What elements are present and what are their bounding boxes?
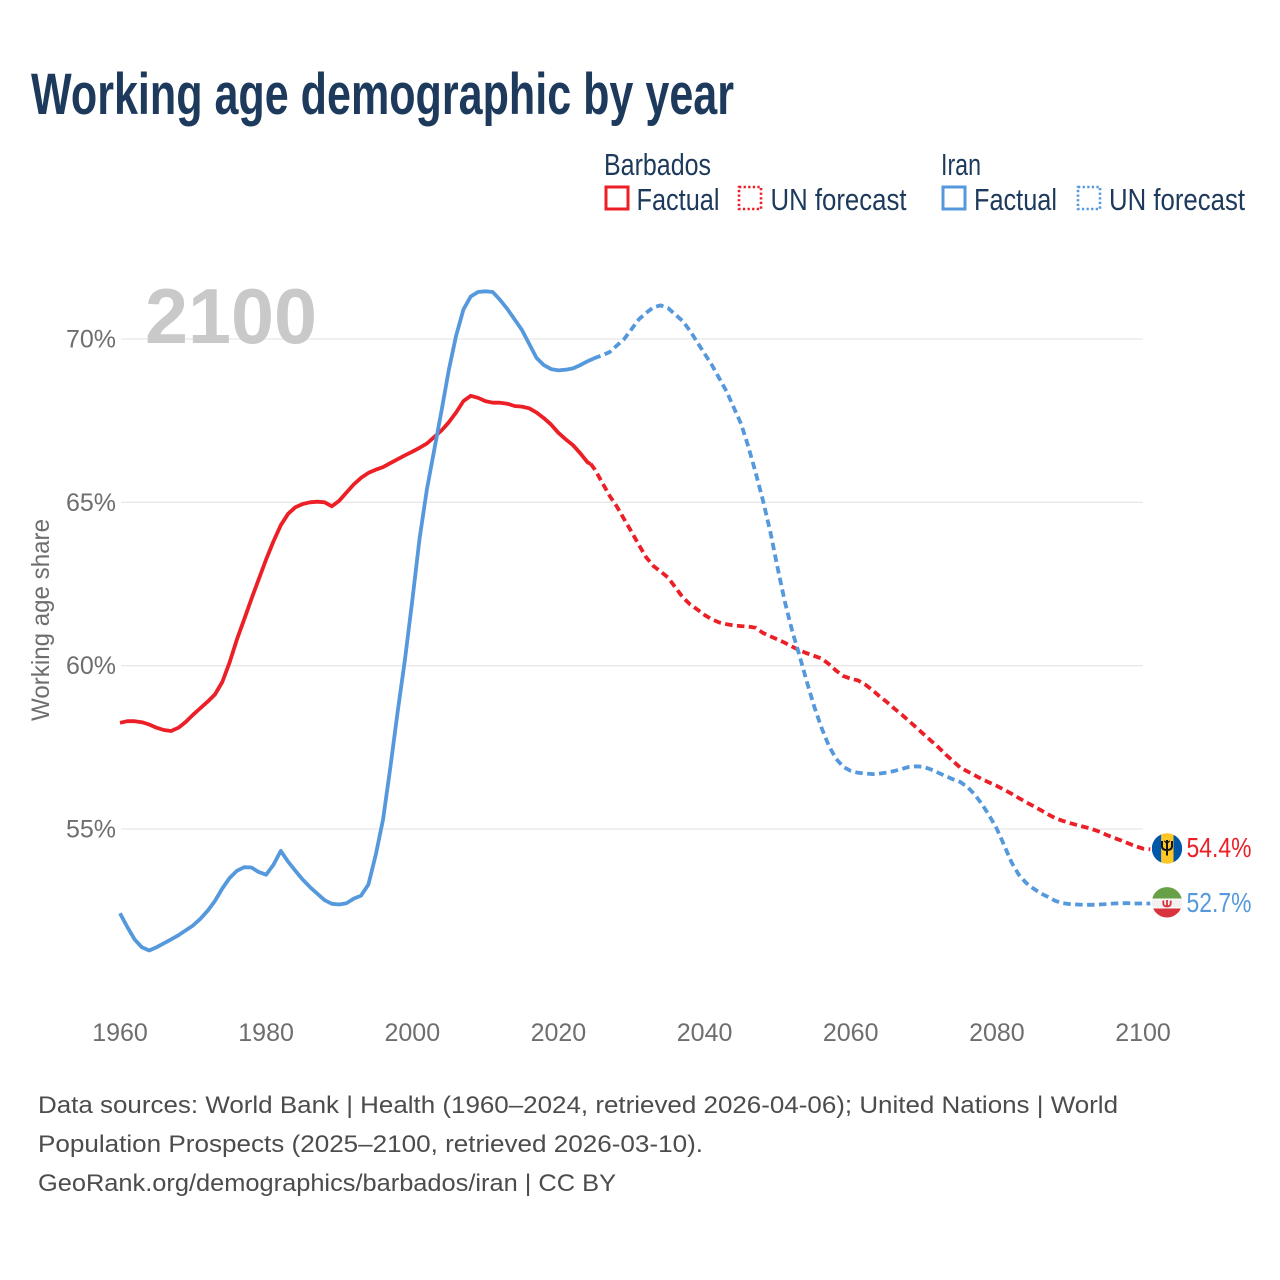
svg-text:54.4%: 54.4% xyxy=(1187,832,1252,863)
svg-text:1960: 1960 xyxy=(92,1019,148,1047)
svg-text:Data sources: World Bank | Hea: Data sources: World Bank | Health (1960–… xyxy=(38,1092,1118,1119)
svg-text:Working age demographic by yea: Working age demographic by year xyxy=(31,62,734,127)
svg-text:52.7%: 52.7% xyxy=(1187,887,1252,918)
svg-text:2100: 2100 xyxy=(145,272,317,360)
svg-text:2000: 2000 xyxy=(384,1019,440,1047)
svg-text:Barbados: Barbados xyxy=(604,147,711,182)
svg-text:1980: 1980 xyxy=(238,1019,294,1047)
svg-text:2100: 2100 xyxy=(1115,1019,1171,1047)
svg-text:Factual: Factual xyxy=(637,182,720,217)
svg-text:2040: 2040 xyxy=(677,1019,733,1047)
svg-text:60%: 60% xyxy=(66,652,116,680)
svg-text:70%: 70% xyxy=(66,326,116,354)
svg-text:2020: 2020 xyxy=(531,1019,587,1047)
svg-text:Population Prospects (2025–210: Population Prospects (2025–2100, retriev… xyxy=(38,1131,703,1158)
svg-text:Factual: Factual xyxy=(974,182,1057,217)
svg-text:65%: 65% xyxy=(66,489,116,517)
svg-text:UN forecast: UN forecast xyxy=(771,182,907,217)
svg-text:55%: 55% xyxy=(66,816,116,844)
svg-text:UN forecast: UN forecast xyxy=(1109,182,1245,217)
svg-text:2080: 2080 xyxy=(969,1019,1025,1047)
svg-text:Iran: Iran xyxy=(941,147,981,182)
svg-text:Working age share: Working age share xyxy=(27,519,55,721)
svg-text:2060: 2060 xyxy=(823,1019,879,1047)
svg-text:GeoRank.org/demographics/barba: GeoRank.org/demographics/barbados/iran |… xyxy=(38,1170,616,1197)
